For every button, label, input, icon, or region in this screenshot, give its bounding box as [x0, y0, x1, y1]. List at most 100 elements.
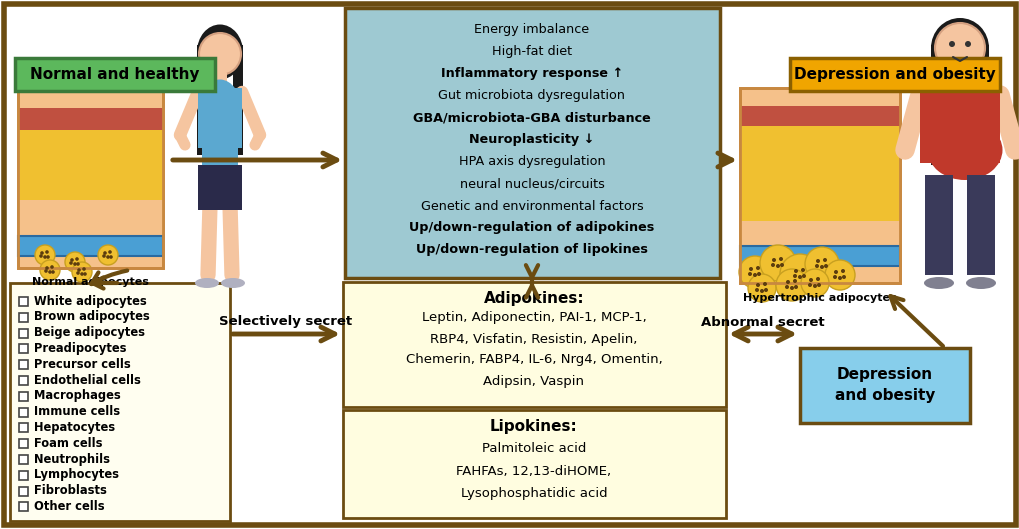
Ellipse shape — [965, 277, 995, 289]
Circle shape — [65, 252, 85, 272]
Text: Lysophosphatidic acid: Lysophosphatidic acid — [461, 488, 606, 500]
Text: Neuroplasticity ↓: Neuroplasticity ↓ — [469, 133, 594, 147]
Text: White adipocytes: White adipocytes — [34, 295, 147, 307]
Circle shape — [752, 273, 756, 277]
Circle shape — [785, 285, 789, 289]
Text: Up/down-regulation of adipokines: Up/down-regulation of adipokines — [409, 222, 654, 234]
Circle shape — [40, 260, 60, 280]
Circle shape — [754, 288, 758, 292]
Bar — [19, 408, 28, 417]
Bar — [18, 200, 163, 248]
Circle shape — [804, 247, 839, 281]
Circle shape — [755, 283, 759, 287]
Bar — [924, 175, 952, 275]
Circle shape — [39, 254, 43, 258]
Circle shape — [748, 267, 752, 271]
Circle shape — [775, 264, 780, 268]
Bar — [739, 221, 899, 263]
Circle shape — [779, 257, 783, 261]
Ellipse shape — [198, 175, 242, 199]
Bar — [19, 360, 28, 369]
Text: Hepatocytes: Hepatocytes — [34, 421, 115, 434]
Circle shape — [824, 260, 854, 290]
Bar — [18, 88, 163, 268]
Bar — [197, 45, 207, 155]
Bar — [18, 130, 163, 200]
Text: Normal adipocytes: Normal adipocytes — [32, 277, 149, 287]
Bar — [18, 108, 163, 130]
Text: Depression
and obesity: Depression and obesity — [834, 367, 934, 403]
Circle shape — [823, 264, 827, 268]
Circle shape — [814, 264, 818, 268]
Circle shape — [46, 255, 50, 259]
Circle shape — [108, 250, 112, 254]
Circle shape — [73, 262, 76, 266]
Bar — [19, 376, 28, 385]
Circle shape — [797, 275, 801, 279]
Text: Abnormal secret: Abnormal secret — [700, 315, 824, 329]
Circle shape — [790, 286, 793, 290]
Circle shape — [793, 285, 797, 289]
Text: Normal and healthy: Normal and healthy — [31, 67, 200, 81]
Bar — [202, 145, 237, 170]
Text: Lymphocytes: Lymphocytes — [34, 468, 119, 481]
Circle shape — [70, 258, 73, 262]
Text: Leptin, Adiponectin, PAI-1, MCP-1,: Leptin, Adiponectin, PAI-1, MCP-1, — [421, 312, 646, 324]
Circle shape — [44, 269, 48, 273]
Circle shape — [841, 269, 844, 273]
Circle shape — [102, 254, 106, 258]
Circle shape — [109, 255, 113, 259]
Text: FAHFAs, 12,13-diHOME,: FAHFAs, 12,13-diHOME, — [455, 464, 611, 478]
Circle shape — [69, 261, 72, 265]
Text: HPA axis dysregulation: HPA axis dysregulation — [459, 156, 604, 169]
Bar — [19, 297, 28, 306]
Bar — [790, 58, 999, 91]
Bar — [198, 88, 242, 148]
Circle shape — [747, 274, 775, 302]
Circle shape — [792, 279, 796, 283]
Circle shape — [792, 274, 796, 278]
Circle shape — [747, 272, 751, 276]
Bar — [739, 126, 899, 221]
Circle shape — [45, 250, 49, 254]
Circle shape — [40, 251, 44, 255]
Circle shape — [780, 254, 819, 294]
Circle shape — [106, 255, 110, 259]
Text: Adipsin, Vaspin: Adipsin, Vaspin — [483, 375, 584, 388]
Circle shape — [50, 265, 54, 269]
Ellipse shape — [198, 79, 242, 144]
Bar — [232, 45, 243, 155]
Text: Beige adipocytes: Beige adipocytes — [34, 326, 145, 339]
Circle shape — [822, 258, 826, 262]
Bar — [15, 58, 215, 91]
Text: Chemerin, FABP4, IL-6, Nrg4, Omentin,: Chemerin, FABP4, IL-6, Nrg4, Omentin, — [406, 353, 661, 367]
Bar — [739, 88, 899, 283]
Circle shape — [807, 283, 811, 287]
Circle shape — [808, 278, 812, 282]
Circle shape — [759, 289, 763, 293]
Circle shape — [834, 270, 838, 274]
Text: RBP4, Visfatin, Resistin, Apelin,: RBP4, Visfatin, Resistin, Apelin, — [430, 333, 637, 345]
Circle shape — [84, 272, 87, 276]
Circle shape — [75, 257, 78, 261]
Text: Depression and obesity: Depression and obesity — [794, 67, 995, 81]
Text: Lipokines:: Lipokines: — [490, 418, 578, 433]
Circle shape — [815, 277, 819, 281]
Circle shape — [833, 275, 837, 279]
Bar — [919, 83, 999, 163]
Text: Selectively secret: Selectively secret — [219, 315, 353, 329]
Bar — [19, 344, 28, 353]
Text: Genetic and environmental factors: Genetic and environmental factors — [420, 199, 643, 213]
Circle shape — [199, 33, 240, 75]
Bar — [19, 329, 28, 338]
Text: Brown adipocytes: Brown adipocytes — [34, 311, 150, 323]
Bar — [739, 106, 899, 126]
Circle shape — [841, 275, 845, 279]
Bar — [19, 503, 28, 512]
Text: High-fat diet: High-fat diet — [491, 45, 572, 59]
Text: Adipokines:: Adipokines: — [483, 290, 584, 306]
Circle shape — [81, 272, 84, 276]
Ellipse shape — [930, 18, 988, 78]
Text: Inflammatory response ↑: Inflammatory response ↑ — [440, 68, 623, 80]
Text: Neutrophils: Neutrophils — [34, 452, 110, 466]
